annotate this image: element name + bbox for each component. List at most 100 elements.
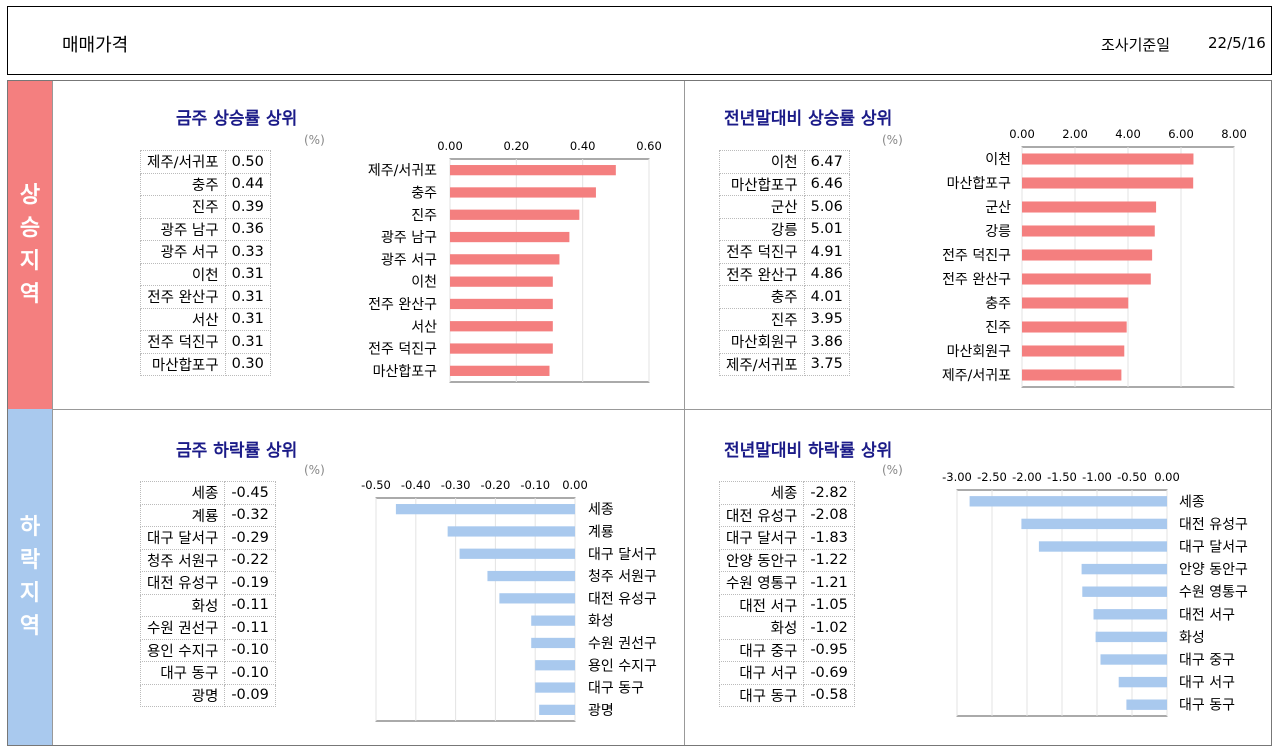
- region-name: 충주: [719, 285, 805, 309]
- table-row: 진주 0.39: [140, 195, 271, 219]
- region-name: 마산회원구: [719, 330, 805, 354]
- table-row: 전주 완산구 4.86: [719, 262, 850, 286]
- region-name: 전주 완산구: [719, 262, 805, 286]
- band-char: 지: [19, 249, 41, 274]
- region-name: 대구 서구: [718, 661, 805, 685]
- region-name: 전주 덕진구: [719, 240, 805, 264]
- region-name: 대구 동구: [139, 661, 226, 685]
- region-name: 강릉: [719, 217, 805, 241]
- falling-region-band: 하 락 지 역: [8, 409, 52, 745]
- region-value: 0.39: [224, 195, 271, 219]
- band-char: 승: [19, 216, 41, 241]
- region-value: 0.33: [224, 240, 271, 264]
- table-row: 전주 완산구 0.31: [140, 285, 271, 309]
- table-row: 대구 달서구 -0.29: [139, 526, 276, 550]
- band-char: 지: [19, 581, 41, 606]
- region-name: 용인 수지구: [139, 638, 226, 662]
- region-name: 대전 서구: [718, 593, 805, 617]
- region-value: 4.86: [803, 262, 850, 286]
- table-row: 전주 덕진구 0.31: [140, 330, 271, 354]
- region-name: 대구 중구: [718, 638, 805, 662]
- region-name: 청주 서원구: [139, 548, 226, 572]
- region-value: 6.47: [803, 150, 850, 174]
- region-name: 진주: [719, 307, 805, 331]
- chart-title: 금주 하락률 상위: [176, 441, 298, 461]
- region-name: 전주 완산구: [140, 285, 226, 309]
- region-value: -0.95: [803, 638, 855, 662]
- region-name: 세종: [718, 481, 805, 505]
- table-row: 이천 6.47: [719, 150, 850, 174]
- region-value: 0.31: [224, 285, 271, 309]
- page-title: 매매가격: [62, 35, 129, 56]
- chart-title: 전년말대비 상승률 상위: [724, 109, 893, 129]
- region-value: -0.69: [803, 661, 855, 685]
- table-row: 충주 0.44: [140, 172, 271, 196]
- region-name: 수원 영통구: [718, 571, 805, 595]
- region-name: 이천: [140, 262, 226, 286]
- region-value: -0.22: [224, 548, 276, 572]
- region-name: 제주/서귀포: [719, 352, 805, 376]
- table-row: 청주 서원구 -0.22: [139, 548, 276, 572]
- unit-label: (%): [304, 133, 325, 147]
- table-row: 대전 유성구 -0.19: [139, 571, 276, 595]
- unit-label: (%): [882, 463, 903, 477]
- region-name: 이천: [719, 150, 805, 174]
- table-row: 대구 달서구 -1.83: [718, 526, 855, 550]
- table-row: 마산합포구 0.30: [140, 352, 271, 376]
- region-name: 수원 권선구: [139, 616, 226, 640]
- table-row: 대구 동구 -0.10: [139, 661, 276, 685]
- header: 매매가격 조사기준일 22/5/16: [7, 6, 1272, 75]
- table-row: 충주 4.01: [719, 285, 850, 309]
- region-value: -1.21: [803, 571, 855, 595]
- region-name: 대구 동구: [718, 683, 805, 707]
- survey-date-value: 22/5/16: [1208, 34, 1266, 52]
- band-char: 락: [19, 548, 41, 573]
- ranking-table: 세종 -0.45 계룡 -0.32 대구 달서구 -0.29 청주 서원구 -0.22 대전 유…: [139, 481, 276, 707]
- region-value: -0.45: [224, 481, 276, 505]
- table-row: 제주/서귀포 3.75: [719, 352, 850, 376]
- ranking-table: 이천 6.47 마산합포구 6.46 군산 5.06 강릉 5.01 전주 덕진구 4.91 전주 …: [719, 150, 850, 376]
- chart-title: 전년말대비 하락률 상위: [724, 441, 893, 461]
- region-name: 세종: [139, 481, 226, 505]
- table-row: 전주 덕진구 4.91: [719, 240, 850, 264]
- region-value: 3.75: [803, 352, 850, 376]
- table-row: 광주 남구 0.36: [140, 217, 271, 241]
- table-row: 안양 동안구 -1.22: [718, 548, 855, 572]
- report-frame: [7, 80, 1272, 746]
- region-value: 0.36: [224, 217, 271, 241]
- region-name: 충주: [140, 172, 226, 196]
- chart-title: 금주 상승률 상위: [176, 109, 298, 129]
- region-name: 전주 덕진구: [140, 330, 226, 354]
- table-row: 대구 중구 -0.95: [718, 638, 855, 662]
- table-row: 이천 0.31: [140, 262, 271, 286]
- region-value: -2.08: [803, 503, 855, 527]
- table-row: 서산 0.31: [140, 307, 271, 331]
- region-value: -0.29: [224, 526, 276, 550]
- table-row: 화성 -0.11: [139, 593, 276, 617]
- region-name: 화성: [139, 593, 226, 617]
- divider-left: [52, 81, 53, 745]
- table-row: 대전 서구 -1.05: [718, 593, 855, 617]
- table-row: 강릉 5.01: [719, 217, 850, 241]
- table-row: 광주 서구 0.33: [140, 240, 271, 264]
- region-value: -1.05: [803, 593, 855, 617]
- region-name: 마산합포구: [140, 352, 226, 376]
- region-name: 대구 달서구: [139, 526, 226, 550]
- region-value: -1.02: [803, 616, 855, 640]
- table-row: 마산합포구 6.46: [719, 172, 850, 196]
- band-char: 역: [19, 282, 41, 307]
- region-value: 0.30: [224, 352, 271, 376]
- region-value: -0.19: [224, 571, 276, 595]
- region-name: 대전 유성구: [718, 503, 805, 527]
- region-value: 6.46: [803, 172, 850, 196]
- table-row: 광명 -0.09: [139, 683, 276, 707]
- region-value: 4.91: [803, 240, 850, 264]
- survey-date-label: 조사기준일: [1101, 36, 1171, 54]
- region-name: 계룡: [139, 503, 226, 527]
- region-name: 제주/서귀포: [140, 150, 226, 174]
- region-value: 0.31: [224, 330, 271, 354]
- region-name: 서산: [140, 307, 226, 331]
- band-char: 하: [19, 515, 41, 540]
- table-row: 대구 서구 -0.69: [718, 661, 855, 685]
- rising-region-band: 상 승 지 역: [8, 81, 52, 409]
